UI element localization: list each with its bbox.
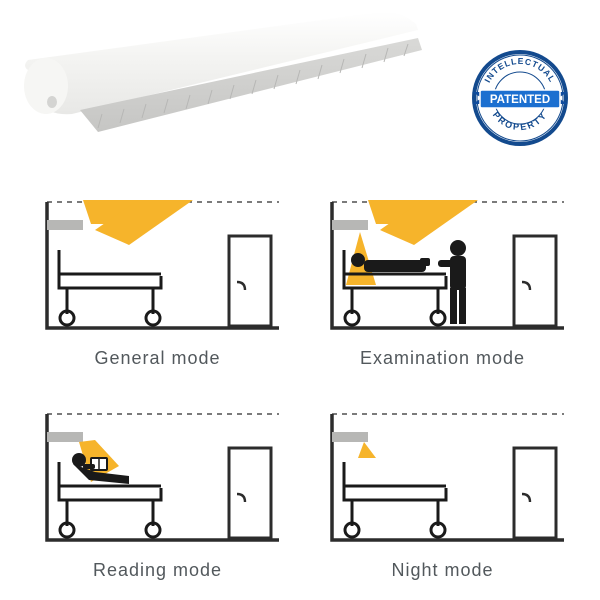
- reader-icon: [72, 453, 129, 484]
- badge-ribbon-text: PATENTED: [490, 94, 550, 106]
- mode-grid: General mode: [30, 190, 570, 590]
- mode-diagram-examination: [318, 190, 568, 340]
- mode-diagram-general: [33, 190, 283, 340]
- patented-badge: INTELLECTUAL PROPERTY ★ ★ PATENTED: [470, 48, 570, 148]
- mode-label-general: General mode: [94, 348, 220, 369]
- mode-cell-general: General mode: [30, 190, 285, 378]
- mode-cell-night: Night mode: [315, 402, 570, 590]
- mode-label-reading: Reading mode: [93, 560, 222, 581]
- mode-cell-reading: Reading mode: [30, 402, 285, 590]
- mode-diagram-reading: [33, 402, 283, 552]
- mode-label-examination: Examination mode: [360, 348, 525, 369]
- mode-cell-examination: Examination mode: [315, 190, 570, 378]
- mode-diagram-night: [318, 402, 568, 552]
- mode-label-night: Night mode: [391, 560, 493, 581]
